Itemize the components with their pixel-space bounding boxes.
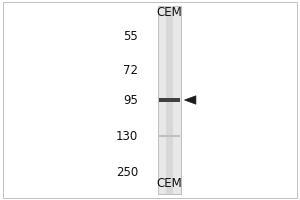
Text: 55: 55: [123, 29, 138, 43]
Text: 250: 250: [116, 166, 138, 178]
Bar: [166, 6, 173, 194]
Text: 72: 72: [123, 64, 138, 76]
Bar: [159, 98, 180, 102]
Bar: [158, 6, 181, 194]
Text: CEM: CEM: [157, 5, 182, 19]
Text: 95: 95: [123, 94, 138, 106]
Text: CEM: CEM: [157, 177, 182, 190]
Text: 130: 130: [116, 130, 138, 142]
Bar: [159, 135, 180, 137]
Polygon shape: [184, 96, 196, 104]
